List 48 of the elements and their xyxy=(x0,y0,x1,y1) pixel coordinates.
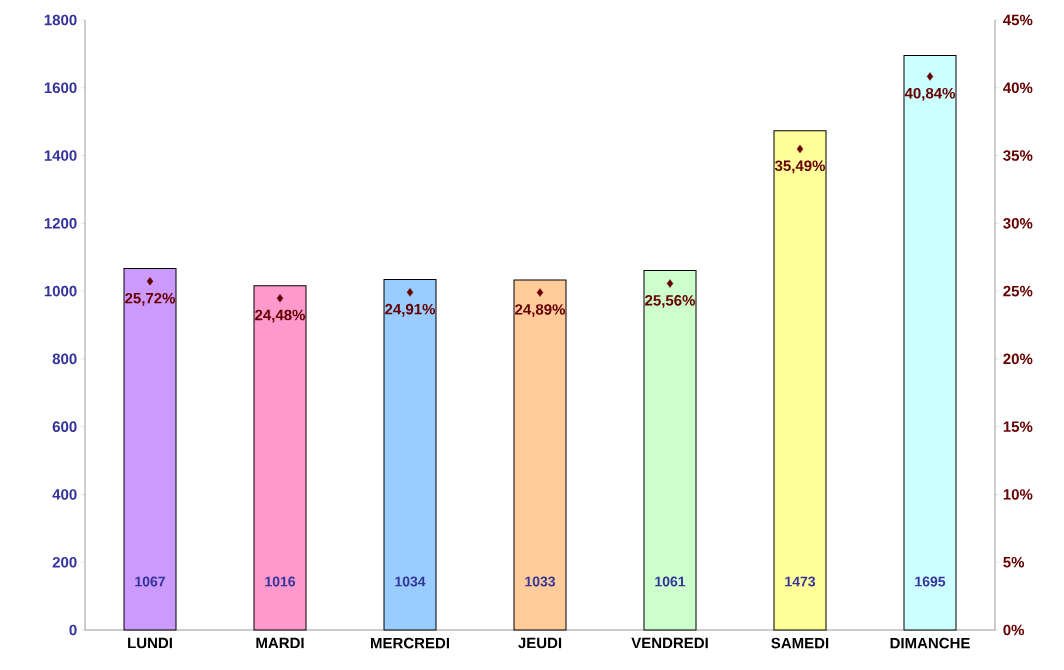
data-label: 1061 xyxy=(655,576,686,587)
data-label: 25,56% xyxy=(645,295,696,308)
point xyxy=(146,277,154,286)
y-tick-label: 1800 xyxy=(44,14,77,26)
x-tick-label: JEUDI xyxy=(518,637,562,649)
y2-tick-label: 25% xyxy=(1003,285,1033,297)
x-tick-label: DIMANCHE xyxy=(890,637,970,649)
point xyxy=(796,144,804,154)
point xyxy=(406,288,414,297)
y-tick-label: 800 xyxy=(52,353,77,365)
y2-tick-label: 0% xyxy=(1003,624,1025,636)
x-tick-label: MARDI xyxy=(256,637,304,649)
data-label: 40,84% xyxy=(904,87,956,101)
data-label: 1067 xyxy=(135,576,165,587)
y2-tick-label: 30% xyxy=(1003,218,1033,229)
y-tick-label: 1400 xyxy=(44,150,77,161)
data-label: 25,72% xyxy=(125,292,176,306)
x-tick-label: VENDREDI xyxy=(631,637,708,649)
data-label: 1695 xyxy=(915,576,946,587)
x-tick-label: MERCREDI xyxy=(371,637,449,649)
y2-tick-label: 40% xyxy=(1003,82,1033,94)
y-tick-label: 1000 xyxy=(44,285,77,297)
y2-tick-label: 35% xyxy=(1003,150,1033,161)
y2-tick-label: 5% xyxy=(1003,556,1025,568)
y-tick-label: 400 xyxy=(52,489,77,500)
y-tick-label: 0 xyxy=(69,624,77,636)
point xyxy=(666,279,674,288)
x-tick-label: LUNDI xyxy=(128,637,172,649)
x-tick-label: SAMEDI xyxy=(771,637,829,649)
point xyxy=(536,288,544,297)
data-label: 24,48% xyxy=(255,309,306,323)
data-label: 1016 xyxy=(265,576,296,587)
y2-tick-label: 45% xyxy=(1003,14,1033,26)
point xyxy=(276,293,284,303)
y2-tick-label: 15% xyxy=(1003,421,1033,432)
y-tick-label: 1200 xyxy=(44,218,77,229)
y2-tick-label: 20% xyxy=(1003,353,1033,365)
data-label: 35,49% xyxy=(774,160,826,174)
data-label: 1033 xyxy=(525,576,556,587)
point xyxy=(926,72,934,81)
data-label: 1473 xyxy=(785,576,816,587)
y-tick-label: 1600 xyxy=(44,82,77,94)
data-label: 24,91% xyxy=(385,303,436,317)
data-label: 1034 xyxy=(395,576,426,587)
y-tick-label: 600 xyxy=(52,421,77,432)
data-label: 24,89% xyxy=(515,304,566,317)
y2-tick-label: 10% xyxy=(1003,489,1033,500)
y-tick-label: 200 xyxy=(52,556,77,568)
